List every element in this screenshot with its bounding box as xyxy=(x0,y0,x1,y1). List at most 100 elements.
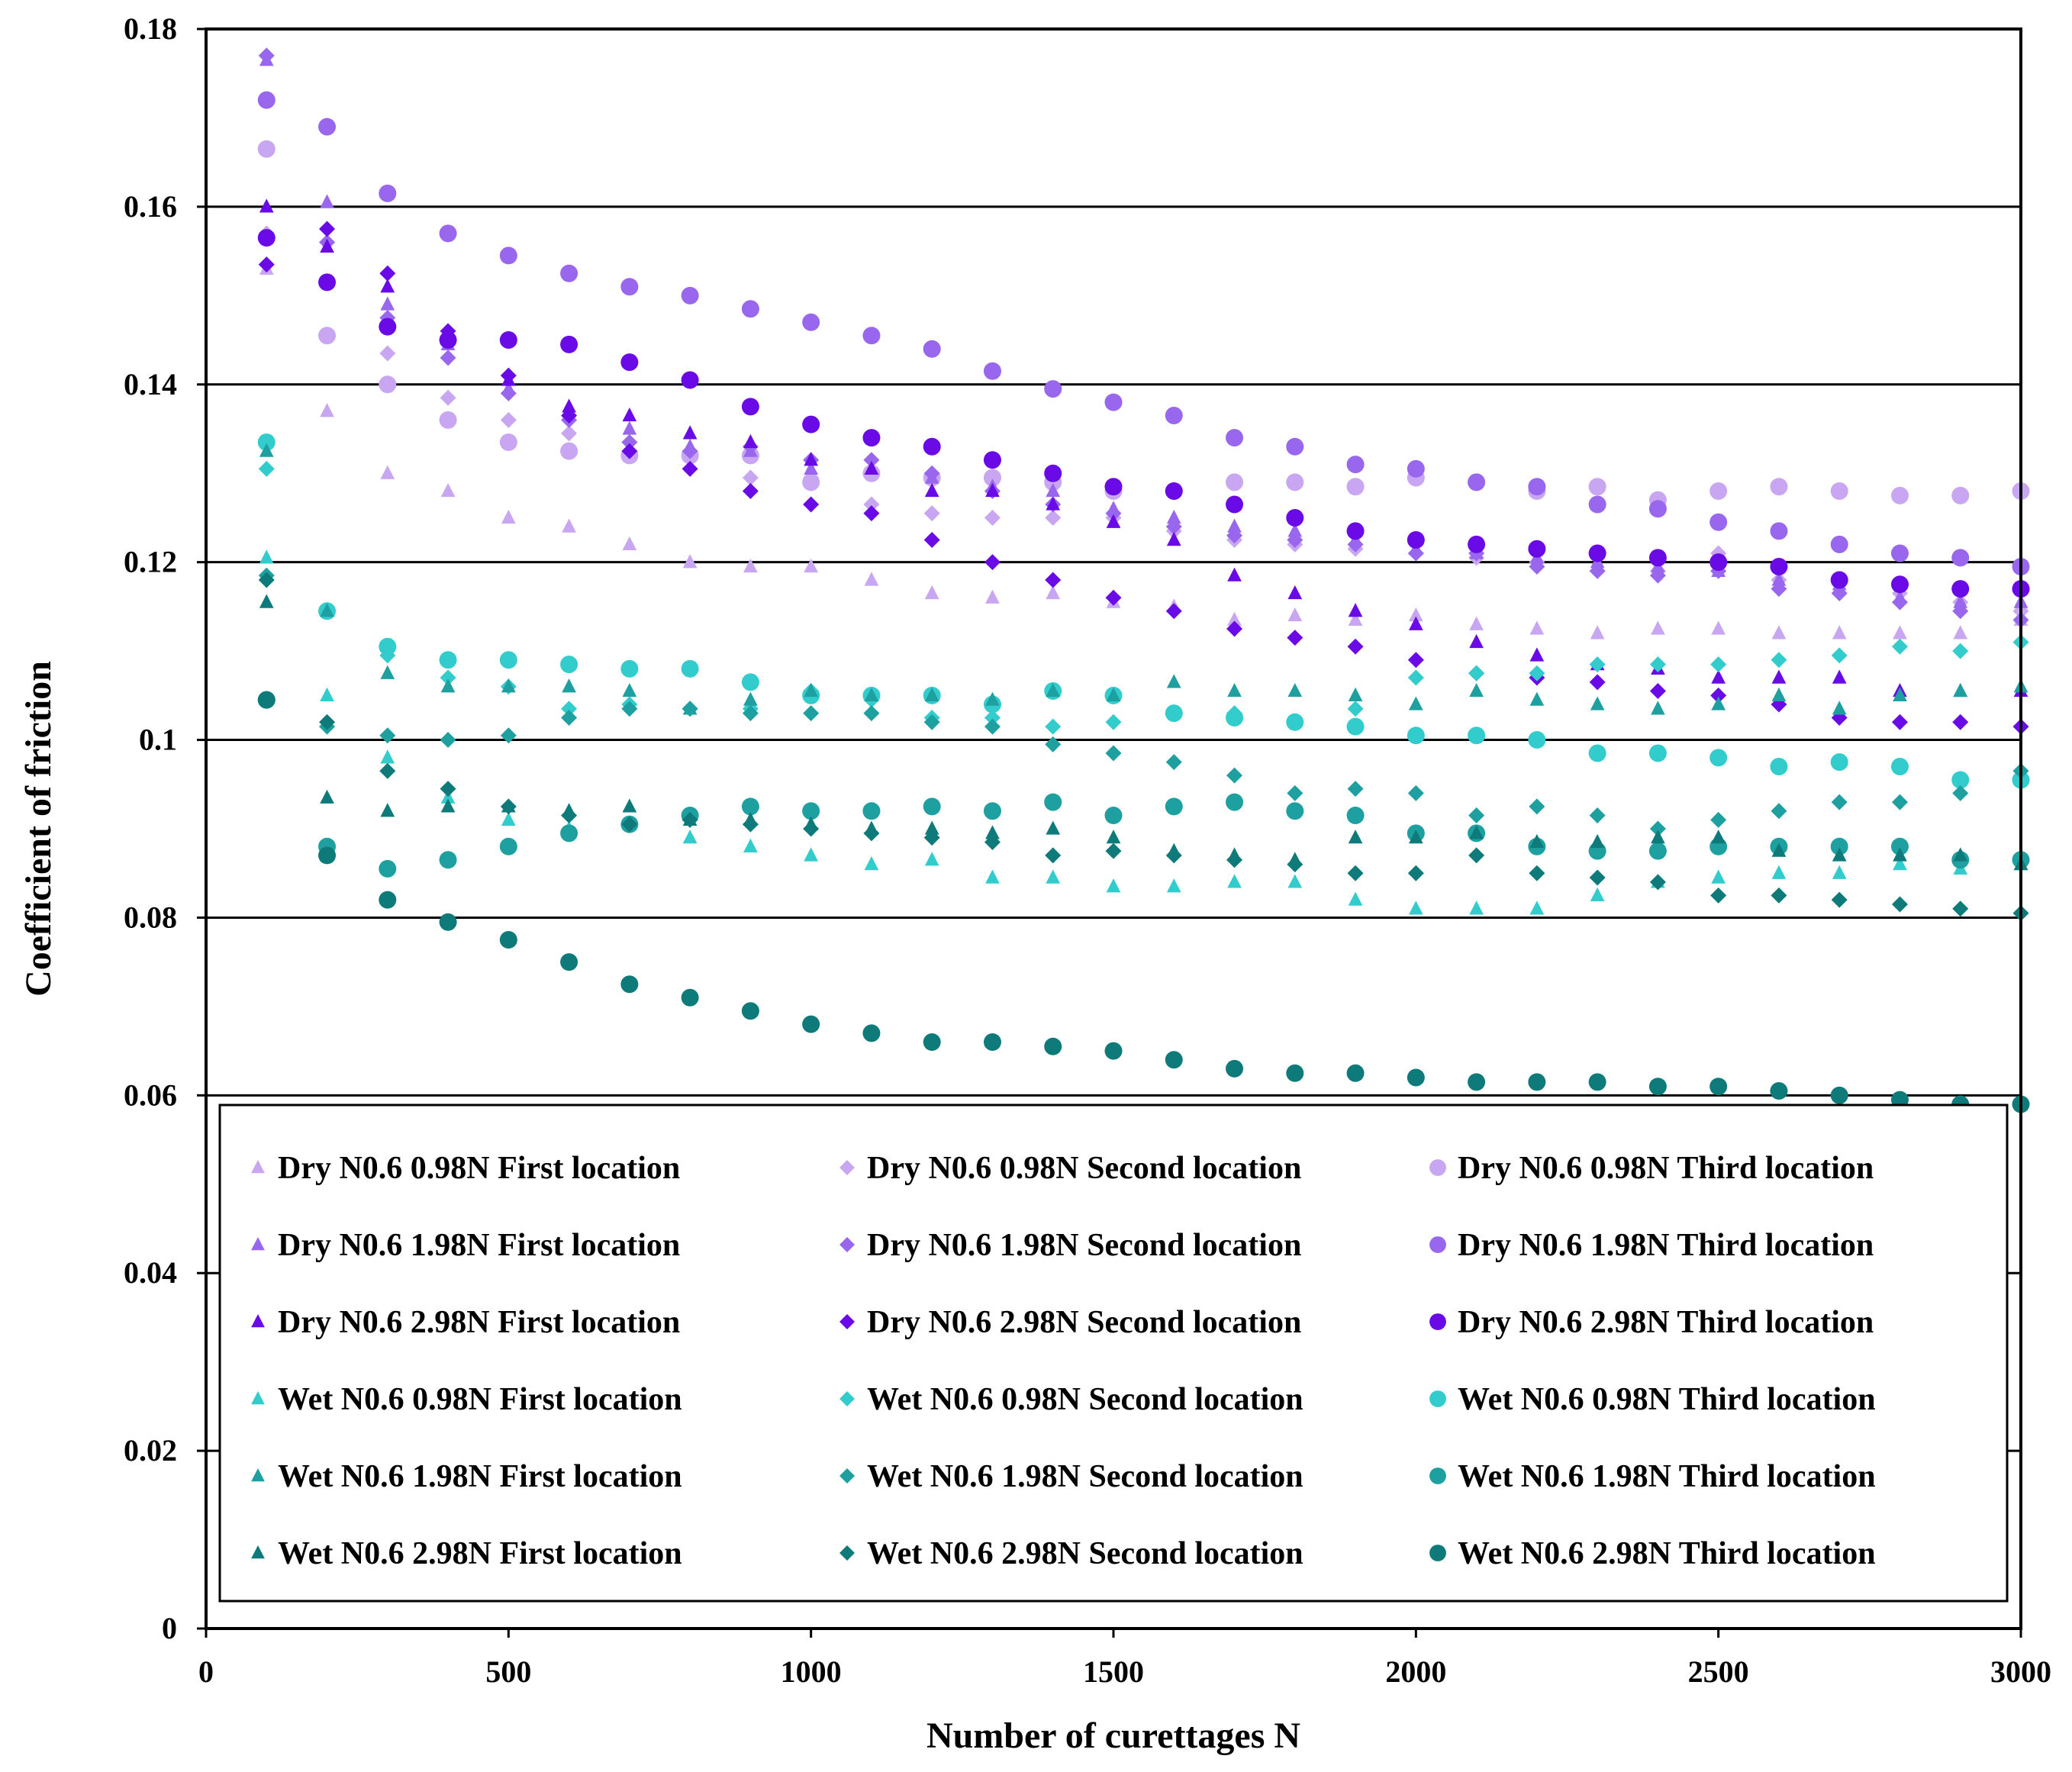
point-triangle-7-27 xyxy=(1832,669,1847,684)
point-triangle-10-19 xyxy=(1348,891,1363,906)
point-triangle-1-23 xyxy=(1590,625,1605,640)
point-triangle-4-26 xyxy=(1771,572,1787,586)
x-tick-label: 3000 xyxy=(1990,1654,2051,1689)
point-triangle-10-28 xyxy=(1893,856,1907,871)
legend-label-4: Dry N0.6 1.98N First location xyxy=(278,1228,680,1263)
point-triangle-13-19 xyxy=(1348,687,1363,701)
point-diamond-14-27 xyxy=(1831,794,1848,810)
point-triangle-16-2 xyxy=(320,789,334,804)
point-triangle-13-28 xyxy=(1893,687,1907,701)
axis-ticks: 0 0.02 0.04 0.06 0.08 0.1 0.12 0.14 0.16 0.18 0 500… xyxy=(124,11,2051,1689)
point-diamond-2-6 xyxy=(561,425,578,442)
point-triangle-13-21 xyxy=(1469,682,1484,698)
point-circle-9-4 xyxy=(439,331,457,350)
legend-label-16: Wet N0.6 2.98N First location xyxy=(278,1536,682,1571)
y-tick-label: 0.18 xyxy=(124,11,177,46)
point-circle-9-18 xyxy=(1286,508,1304,527)
point-diamond-5-19 xyxy=(1347,536,1364,553)
point-diamond-2-14 xyxy=(1045,509,1062,526)
point-diamond-14-16 xyxy=(1165,754,1182,771)
point-circle-3-4 xyxy=(439,411,457,429)
point-diamond-5-27 xyxy=(1831,585,1848,601)
point-diamond-8-10 xyxy=(803,496,820,513)
point-diamond-5-5 xyxy=(500,385,517,401)
point-triangle-13-23 xyxy=(1590,696,1605,710)
series-7 xyxy=(259,198,2028,698)
point-diamond-14-4 xyxy=(440,732,456,749)
point-diamond-17-16 xyxy=(1165,847,1182,864)
point-diamond-8-12 xyxy=(923,532,940,549)
point-triangle-10-26 xyxy=(1771,865,1787,879)
legend-marker-3 xyxy=(1429,1159,1446,1176)
point-diamond-17-5 xyxy=(500,798,517,815)
point-circle-18-19 xyxy=(1346,1064,1365,1082)
point-circle-3-18 xyxy=(1286,473,1304,491)
legend-marker-10 xyxy=(251,1390,265,1405)
point-circle-3-5 xyxy=(499,433,517,451)
point-triangle-1-21 xyxy=(1469,616,1484,630)
point-circle-12-27 xyxy=(1830,753,1848,772)
point-triangle-13-13 xyxy=(985,691,1000,706)
x-tick-label: 0 xyxy=(198,1654,214,1689)
point-circle-12-7 xyxy=(620,659,639,678)
point-circle-6-10 xyxy=(802,313,820,331)
legend-label-17: Wet N0.6 2.98N Second location xyxy=(867,1536,1303,1571)
point-diamond-17-29 xyxy=(1952,900,1969,917)
point-circle-9-26 xyxy=(1770,557,1788,575)
point-triangle-1-6 xyxy=(562,518,576,533)
point-circle-12-16 xyxy=(1165,704,1183,723)
point-diamond-8-1 xyxy=(258,256,275,273)
point-circle-15-19 xyxy=(1346,807,1365,825)
point-triangle-4-3 xyxy=(380,296,395,311)
point-triangle-7-13 xyxy=(985,482,1000,498)
point-diamond-8-11 xyxy=(863,505,880,522)
point-circle-12-24 xyxy=(1648,744,1667,762)
series-15 xyxy=(257,691,2030,878)
point-triangle-16-23 xyxy=(1590,833,1605,849)
legend-label-7: Dry N0.6 2.98N First location xyxy=(278,1305,680,1340)
point-diamond-8-28 xyxy=(1891,714,1908,730)
point-triangle-1-20 xyxy=(1408,607,1423,622)
legend-marker-16 xyxy=(251,1545,265,1559)
point-circle-9-12 xyxy=(923,437,941,456)
point-circle-12-8 xyxy=(681,659,699,678)
legend-label-3: Dry N0.6 0.98N Third location xyxy=(1458,1151,1874,1186)
point-circle-12-6 xyxy=(560,656,578,674)
point-triangle-10-17 xyxy=(1227,874,1242,888)
x-tick-label: 500 xyxy=(485,1654,531,1689)
y-tick-label: 0.04 xyxy=(124,1255,177,1290)
y-tick-label: 0.08 xyxy=(124,900,177,934)
point-diamond-8-6 xyxy=(561,408,578,424)
point-circle-15-17 xyxy=(1226,793,1244,811)
point-circle-6-11 xyxy=(862,327,881,345)
point-diamond-17-19 xyxy=(1347,865,1364,881)
point-triangle-1-29 xyxy=(1953,625,1968,640)
point-triangle-1-12 xyxy=(924,585,939,600)
point-diamond-11-24 xyxy=(1649,656,1666,673)
point-circle-6-9 xyxy=(741,300,759,318)
point-diamond-14-19 xyxy=(1347,781,1364,797)
point-diamond-8-18 xyxy=(1287,630,1303,646)
point-circle-3-26 xyxy=(1770,478,1788,496)
point-circle-6-25 xyxy=(1709,513,1728,531)
legend-marker-13 xyxy=(251,1468,265,1482)
point-diamond-17-20 xyxy=(1407,865,1424,881)
point-triangle-16-1 xyxy=(259,594,274,608)
point-diamond-2-9 xyxy=(742,469,759,486)
point-diamond-17-7 xyxy=(621,816,638,833)
point-triangle-10-25 xyxy=(1711,869,1726,884)
point-circle-6-12 xyxy=(923,340,941,358)
point-diamond-11-1 xyxy=(258,460,275,477)
point-triangle-16-3 xyxy=(380,803,395,817)
point-circle-15-12 xyxy=(923,797,941,816)
point-triangle-16-15 xyxy=(1106,830,1121,844)
point-circle-15-13 xyxy=(983,802,1001,820)
point-circle-6-16 xyxy=(1165,407,1183,425)
point-triangle-7-26 xyxy=(1771,669,1787,684)
point-circle-18-13 xyxy=(983,1033,1001,1051)
plot-area-frame xyxy=(205,27,2022,1630)
point-circle-12-23 xyxy=(1588,744,1606,762)
point-triangle-1-9 xyxy=(743,558,758,573)
point-diamond-8-15 xyxy=(1105,589,1122,606)
point-diamond-5-1 xyxy=(258,47,275,64)
